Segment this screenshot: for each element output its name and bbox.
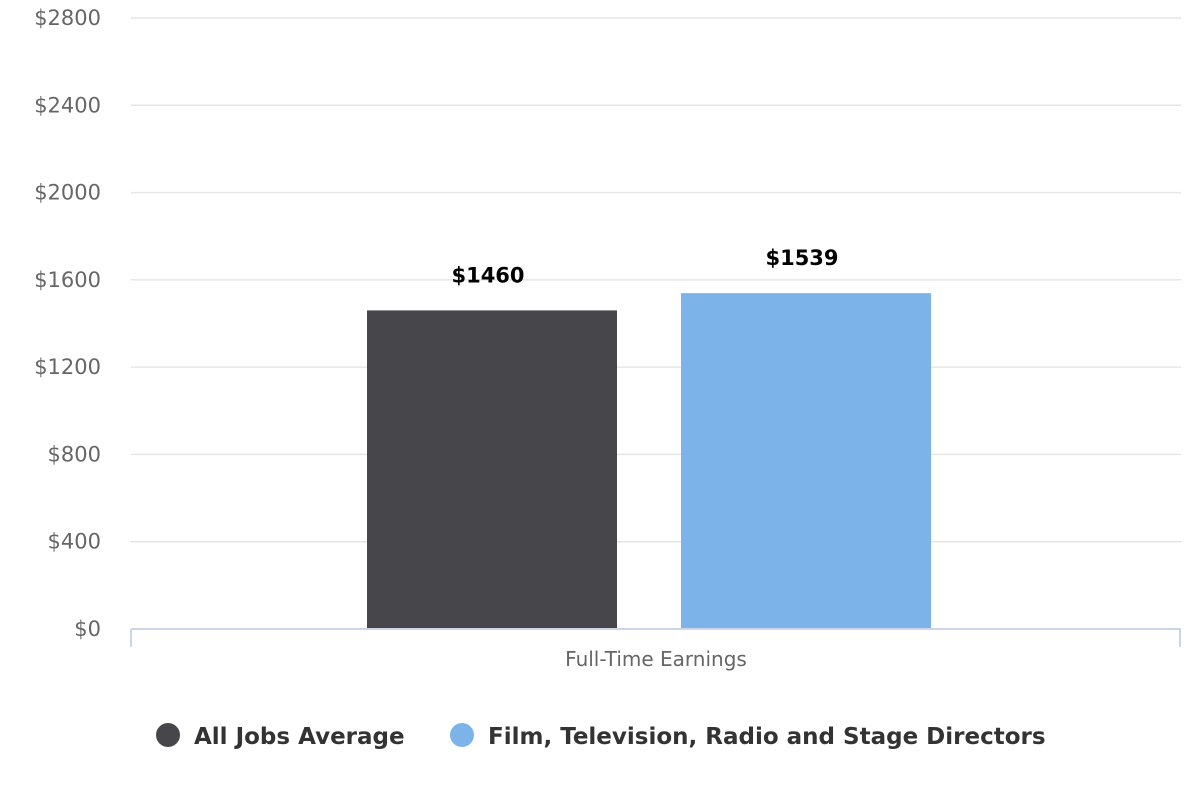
legend-label: Film, Television, Radio and Stage Direct… [488,724,1046,750]
x-axis: Full-Time Earnings [130,628,1181,671]
x-tick-label: Full-Time Earnings [565,647,747,671]
y-tick-label: $800 [48,442,101,466]
bars [367,293,931,629]
data-label: $1539 [765,246,838,270]
y-tick-label: $1200 [34,355,101,379]
legend-marker [156,723,180,747]
data-labels: $1460 $1539 [451,246,838,287]
legend-item[interactable]: Film, Television, Radio and Stage Direct… [450,723,1046,750]
legend-label: All Jobs Average [194,724,405,750]
legend-item[interactable]: All Jobs Average [156,723,405,750]
y-tick-label: $2400 [34,93,101,117]
y-tick-label: $400 [48,530,101,554]
bar-all-jobs-average [367,310,617,629]
y-tick-label: $2800 [34,6,101,30]
y-tick-label: $2000 [34,181,101,205]
gridlines [131,17,1181,543]
y-tick-label: $0 [74,617,101,641]
y-axis-tick-labels: $0 $400 $800 $1200 $1600 $2000 $2400 $2800 [34,6,101,641]
legend-marker [450,723,474,747]
data-label: $1460 [451,263,524,287]
bar-directors [681,293,931,629]
y-tick-label: $1600 [34,268,101,292]
legend: All Jobs Average Film, Television, Radio … [156,723,1046,750]
